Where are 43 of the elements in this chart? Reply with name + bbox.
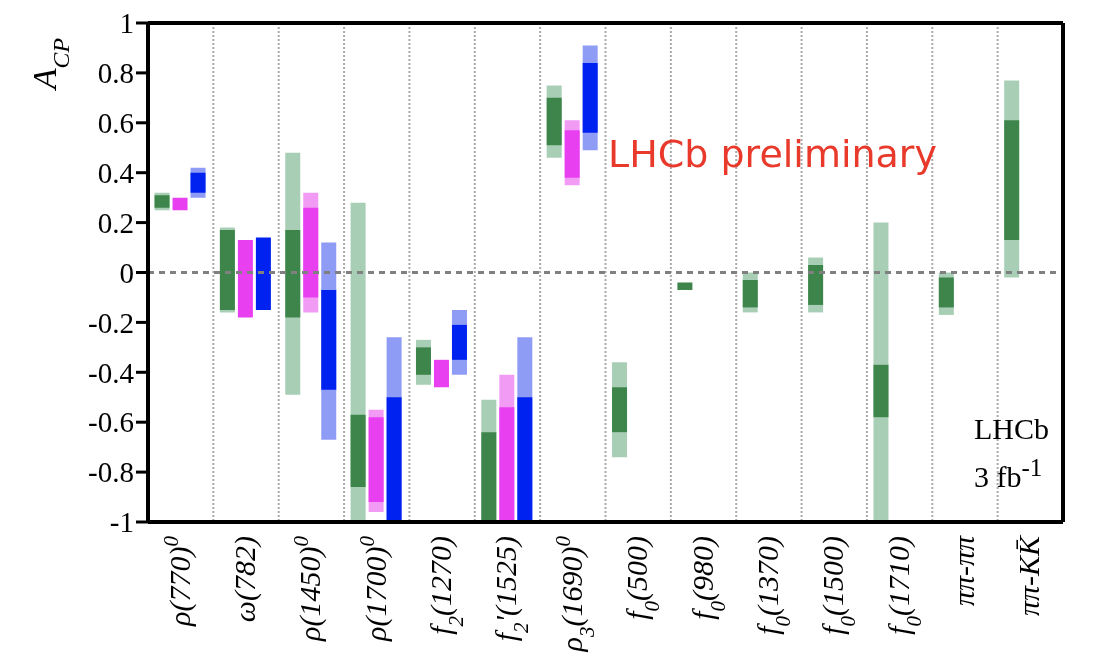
bar: [808, 265, 824, 305]
bar: [190, 172, 206, 193]
y-tick-label: -0.4: [88, 356, 135, 389]
y-tick-label: 0.8: [97, 57, 134, 90]
bar: [433, 359, 449, 388]
bar: [742, 279, 758, 308]
y-tick-label: -0.2: [88, 306, 134, 339]
bar: [303, 207, 319, 298]
bar: [451, 324, 467, 360]
bar: [677, 282, 693, 290]
bar: [237, 240, 253, 318]
annotation: LHCb: [974, 412, 1049, 446]
bar: [546, 97, 562, 146]
x-tick-label: ππ-KK̄: [1012, 534, 1046, 617]
annotation: LHCb preliminary: [608, 132, 937, 176]
y-tick-label: -0.8: [88, 456, 134, 489]
bar: [350, 414, 366, 488]
bar: [285, 230, 301, 318]
bar: [255, 237, 271, 310]
y-tick-label: 0.2: [97, 206, 134, 239]
bar: [517, 397, 533, 522]
y-tick-label: 0.4: [97, 156, 135, 189]
y-tick-label: 0: [119, 256, 134, 289]
bar: [321, 289, 337, 390]
bar: [368, 417, 384, 503]
bar: [386, 397, 402, 522]
x-tick-label: ω(782): [228, 536, 263, 623]
bar: [582, 62, 598, 133]
annotation: 3 fb$^{-1}$: [974, 454, 1043, 494]
bar: [564, 130, 580, 178]
y-tick-label: -0.6: [88, 406, 134, 439]
bar: [415, 347, 431, 375]
bar: [612, 387, 628, 433]
bar: [873, 364, 889, 418]
y-tick-label: 1: [119, 7, 134, 40]
bar: [938, 277, 954, 308]
bar: [172, 197, 188, 211]
bar: [1004, 120, 1020, 241]
y-tick-label: -1: [109, 506, 134, 539]
y-tick-label: 0.6: [97, 107, 134, 140]
bar: [499, 407, 515, 522]
bar: [481, 432, 497, 522]
x-tick-label: ππ-ππ: [946, 535, 980, 607]
